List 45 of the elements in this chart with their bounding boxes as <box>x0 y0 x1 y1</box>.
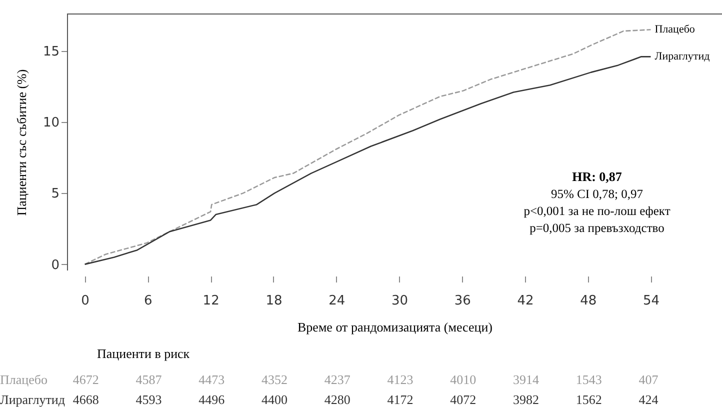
text: 4237 <box>324 372 351 387</box>
y-tick-label: 5 <box>51 186 60 202</box>
text: 3982 <box>512 392 539 407</box>
x-tick-label: 0 <box>81 294 90 308</box>
text: 4672 <box>72 372 99 387</box>
text: 4072 <box>450 392 476 407</box>
text: 4473 <box>198 372 225 387</box>
annotation: p<0,001 за не по-лош ефект <box>524 204 671 218</box>
annotation: p=0,005 за превъзходство <box>530 221 664 235</box>
text: 4352 <box>261 372 288 387</box>
text: 4496 <box>198 392 226 407</box>
x-tick-label: 36 <box>454 294 471 308</box>
text: Лираглутид <box>0 392 66 407</box>
x-tick-label: 30 <box>391 294 408 308</box>
text: 1562 <box>576 392 602 407</box>
text: 3914 <box>512 372 540 387</box>
x-tick-label: 18 <box>266 294 282 308</box>
x-tick-label: 12 <box>202 294 220 308</box>
text: 4172 <box>387 392 414 407</box>
text: 424 <box>638 392 659 407</box>
x-tick-label: 6 <box>144 294 152 308</box>
x-tick-label: 48 <box>580 294 597 308</box>
text: 4123 <box>387 372 414 387</box>
text: 407 <box>638 372 659 387</box>
annotation: 95% CI 0,78; 0,97 <box>550 187 644 201</box>
y-tick-label: 0 <box>51 258 60 273</box>
text: 4010 <box>450 372 476 387</box>
text: Пациенти в риск <box>97 346 190 361</box>
text: 4400 <box>261 392 288 407</box>
y-tick-label: 10 <box>42 116 60 131</box>
x-tick-label: 54 <box>642 294 660 308</box>
x-axis-title: Време от рандомизацията (месеци) <box>298 320 492 334</box>
series-label: Плацебо <box>654 24 696 36</box>
text: 4280 <box>324 392 350 407</box>
text: 1543 <box>576 372 602 387</box>
annotation: HR: 0,87 <box>572 169 622 184</box>
x-tick-label: 24 <box>328 294 346 308</box>
y-tick-label: 15 <box>42 44 60 60</box>
text: Плацебо <box>0 372 48 387</box>
series-label: Лираглутид <box>654 50 710 63</box>
text: 4593 <box>136 392 162 407</box>
y-axis-title: Пациенти със събитие (%) <box>14 69 29 216</box>
text: 4587 <box>136 372 162 387</box>
x-tick-label: 42 <box>517 294 534 308</box>
text: 4668 <box>72 392 99 407</box>
